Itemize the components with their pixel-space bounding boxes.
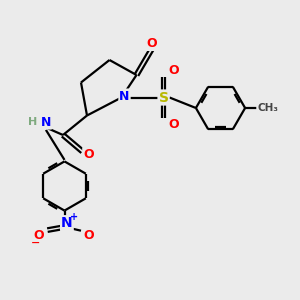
Text: O: O — [33, 229, 44, 242]
Text: N: N — [41, 116, 51, 129]
Text: N: N — [119, 89, 130, 103]
Text: O: O — [169, 118, 179, 131]
Text: O: O — [83, 229, 94, 242]
Text: S: S — [158, 91, 169, 104]
Text: N: N — [61, 216, 73, 230]
Text: CH₃: CH₃ — [257, 103, 278, 113]
Text: O: O — [146, 37, 157, 50]
Text: −: − — [31, 238, 40, 248]
Text: O: O — [83, 148, 94, 161]
Text: O: O — [169, 64, 179, 77]
Text: H: H — [28, 117, 38, 127]
Text: +: + — [70, 212, 78, 222]
